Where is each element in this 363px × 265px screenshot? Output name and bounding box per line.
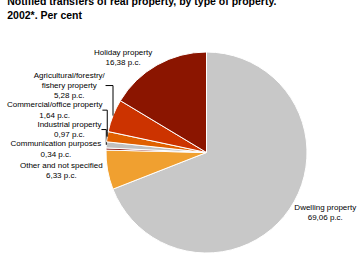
svg-text:Agricultural/forestry/fishery: Agricultural/forestry/fishery property5,… <box>34 71 106 101</box>
svg-text:Holiday property16,38 p.c.: Holiday property16,38 p.c. <box>94 48 152 67</box>
svg-text:Industrial property0,97 p.c.: Industrial property0,97 p.c. <box>37 120 101 139</box>
svg-text:Other and not specified6,33 p.: Other and not specified6,33 p.c. <box>20 161 103 180</box>
svg-text:Commercial/office property1,64: Commercial/office property1,64 p.c. <box>7 100 102 119</box>
svg-text:Notified transfers of real pro: Notified transfers of real property, by … <box>7 0 276 21</box>
svg-text:Communication purposes0,34 p.c: Communication purposes0,34 p.c. <box>10 139 101 158</box>
svg-text:Dwelling property69,06 p.c.: Dwelling property69,06 p.c. <box>294 203 356 222</box>
